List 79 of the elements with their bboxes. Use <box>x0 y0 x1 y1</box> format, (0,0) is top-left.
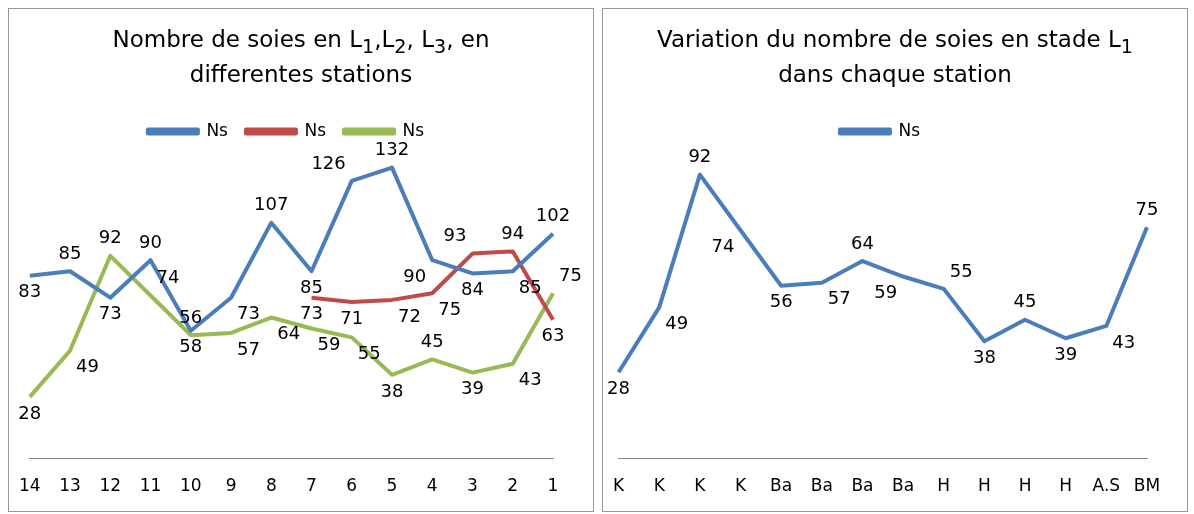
x-tick-label: H <box>1018 475 1032 496</box>
data-label: 39 <box>1054 342 1078 364</box>
data-label: 43 <box>1112 330 1136 352</box>
data-label: 38 <box>972 346 996 367</box>
x-tick-label: 7 <box>306 475 317 496</box>
data-label: 63 <box>541 324 565 346</box>
x-tick-label: 6 <box>346 475 358 496</box>
data-label: 92 <box>688 145 712 167</box>
x-tick-label: K <box>734 475 747 496</box>
legend-label: Ns <box>402 119 425 140</box>
data-label: 132 <box>374 138 410 160</box>
x-tick-label: 11 <box>139 475 162 496</box>
data-label: 45 <box>1013 290 1037 312</box>
data-label: 83 <box>18 280 42 302</box>
data-label: 71 <box>340 306 364 328</box>
data-label: 93 <box>443 224 467 246</box>
data-label: 45 <box>420 330 444 352</box>
x-tick-label: BM <box>1133 475 1161 496</box>
data-label: 90 <box>403 264 427 286</box>
x-tick-label: 10 <box>179 475 202 496</box>
x-tick-label: H <box>1059 475 1073 496</box>
chart-title: Variation du nombre de soies en stade L$_{1}$ dans chaque station <box>656 25 1134 88</box>
data-label: 64 <box>277 322 301 344</box>
data-label: 28 <box>18 401 42 423</box>
x-tick-label: H <box>978 475 991 496</box>
data-label: 75 <box>559 263 582 285</box>
data-label: 57 <box>237 337 260 359</box>
data-label: 43 <box>518 368 542 390</box>
data-label: 59 <box>874 281 898 303</box>
legend-label: Ns <box>206 119 229 140</box>
data-label: 64 <box>851 231 874 253</box>
x-tick-label: K <box>653 475 666 496</box>
x-tick-label: 1 <box>547 475 559 496</box>
x-tick-label: Ba <box>810 475 833 496</box>
data-label: 73 <box>237 302 260 324</box>
legend-label: Ns <box>898 119 921 140</box>
data-label: 49 <box>665 312 689 334</box>
x-tick-label: 2 <box>507 475 519 496</box>
x-tick-label: 4 <box>426 475 438 496</box>
data-label: 85 <box>58 241 82 263</box>
data-label: 107 <box>254 193 289 215</box>
x-tick-label: 12 <box>99 475 122 496</box>
x-tick-label: 14 <box>19 475 41 496</box>
x-tick-label: 3 <box>467 475 478 496</box>
data-label: 85 <box>300 275 323 297</box>
legend-label: Ns <box>304 119 327 140</box>
data-label: 90 <box>139 230 162 252</box>
data-label: 59 <box>317 333 341 355</box>
data-label: 73 <box>300 302 323 324</box>
x-tick-label: H <box>937 475 951 496</box>
data-label: 74 <box>711 234 735 256</box>
x-tick-label: 9 <box>225 475 237 496</box>
x-tick-label: 13 <box>59 475 81 496</box>
x-tick-label: A.S <box>1092 475 1121 496</box>
data-label: 84 <box>461 278 484 300</box>
x-tick-label: 8 <box>265 475 277 496</box>
data-label: 56 <box>769 290 793 312</box>
data-label: 28 <box>607 376 631 398</box>
data-label: 72 <box>398 304 421 326</box>
data-label: 92 <box>98 226 122 248</box>
data-label: 58 <box>179 335 203 357</box>
x-tick-label: 5 <box>386 475 398 496</box>
data-label: 55 <box>949 259 973 281</box>
data-label: 38 <box>380 379 404 401</box>
data-label: 102 <box>535 204 571 226</box>
x-tick-label: K <box>613 475 625 496</box>
data-label: 73 <box>98 302 122 324</box>
data-label: 39 <box>461 377 484 399</box>
x-tick-label: Ba <box>770 475 793 496</box>
x-tick-label: K <box>694 475 707 496</box>
x-tick-label: Ba <box>851 475 874 496</box>
chart-title: Nombre de soies en L$_{1}$,L$_{2}$, L$_{3}$, en differentes stations <box>112 25 490 88</box>
data-label: 57 <box>827 287 851 309</box>
data-label: 75 <box>1135 197 1159 219</box>
data-label: 75 <box>438 297 462 319</box>
data-label: 94 <box>501 222 525 244</box>
x-tick-label: Ba <box>892 475 915 496</box>
data-label: 126 <box>311 151 346 173</box>
data-label: 49 <box>76 355 99 377</box>
